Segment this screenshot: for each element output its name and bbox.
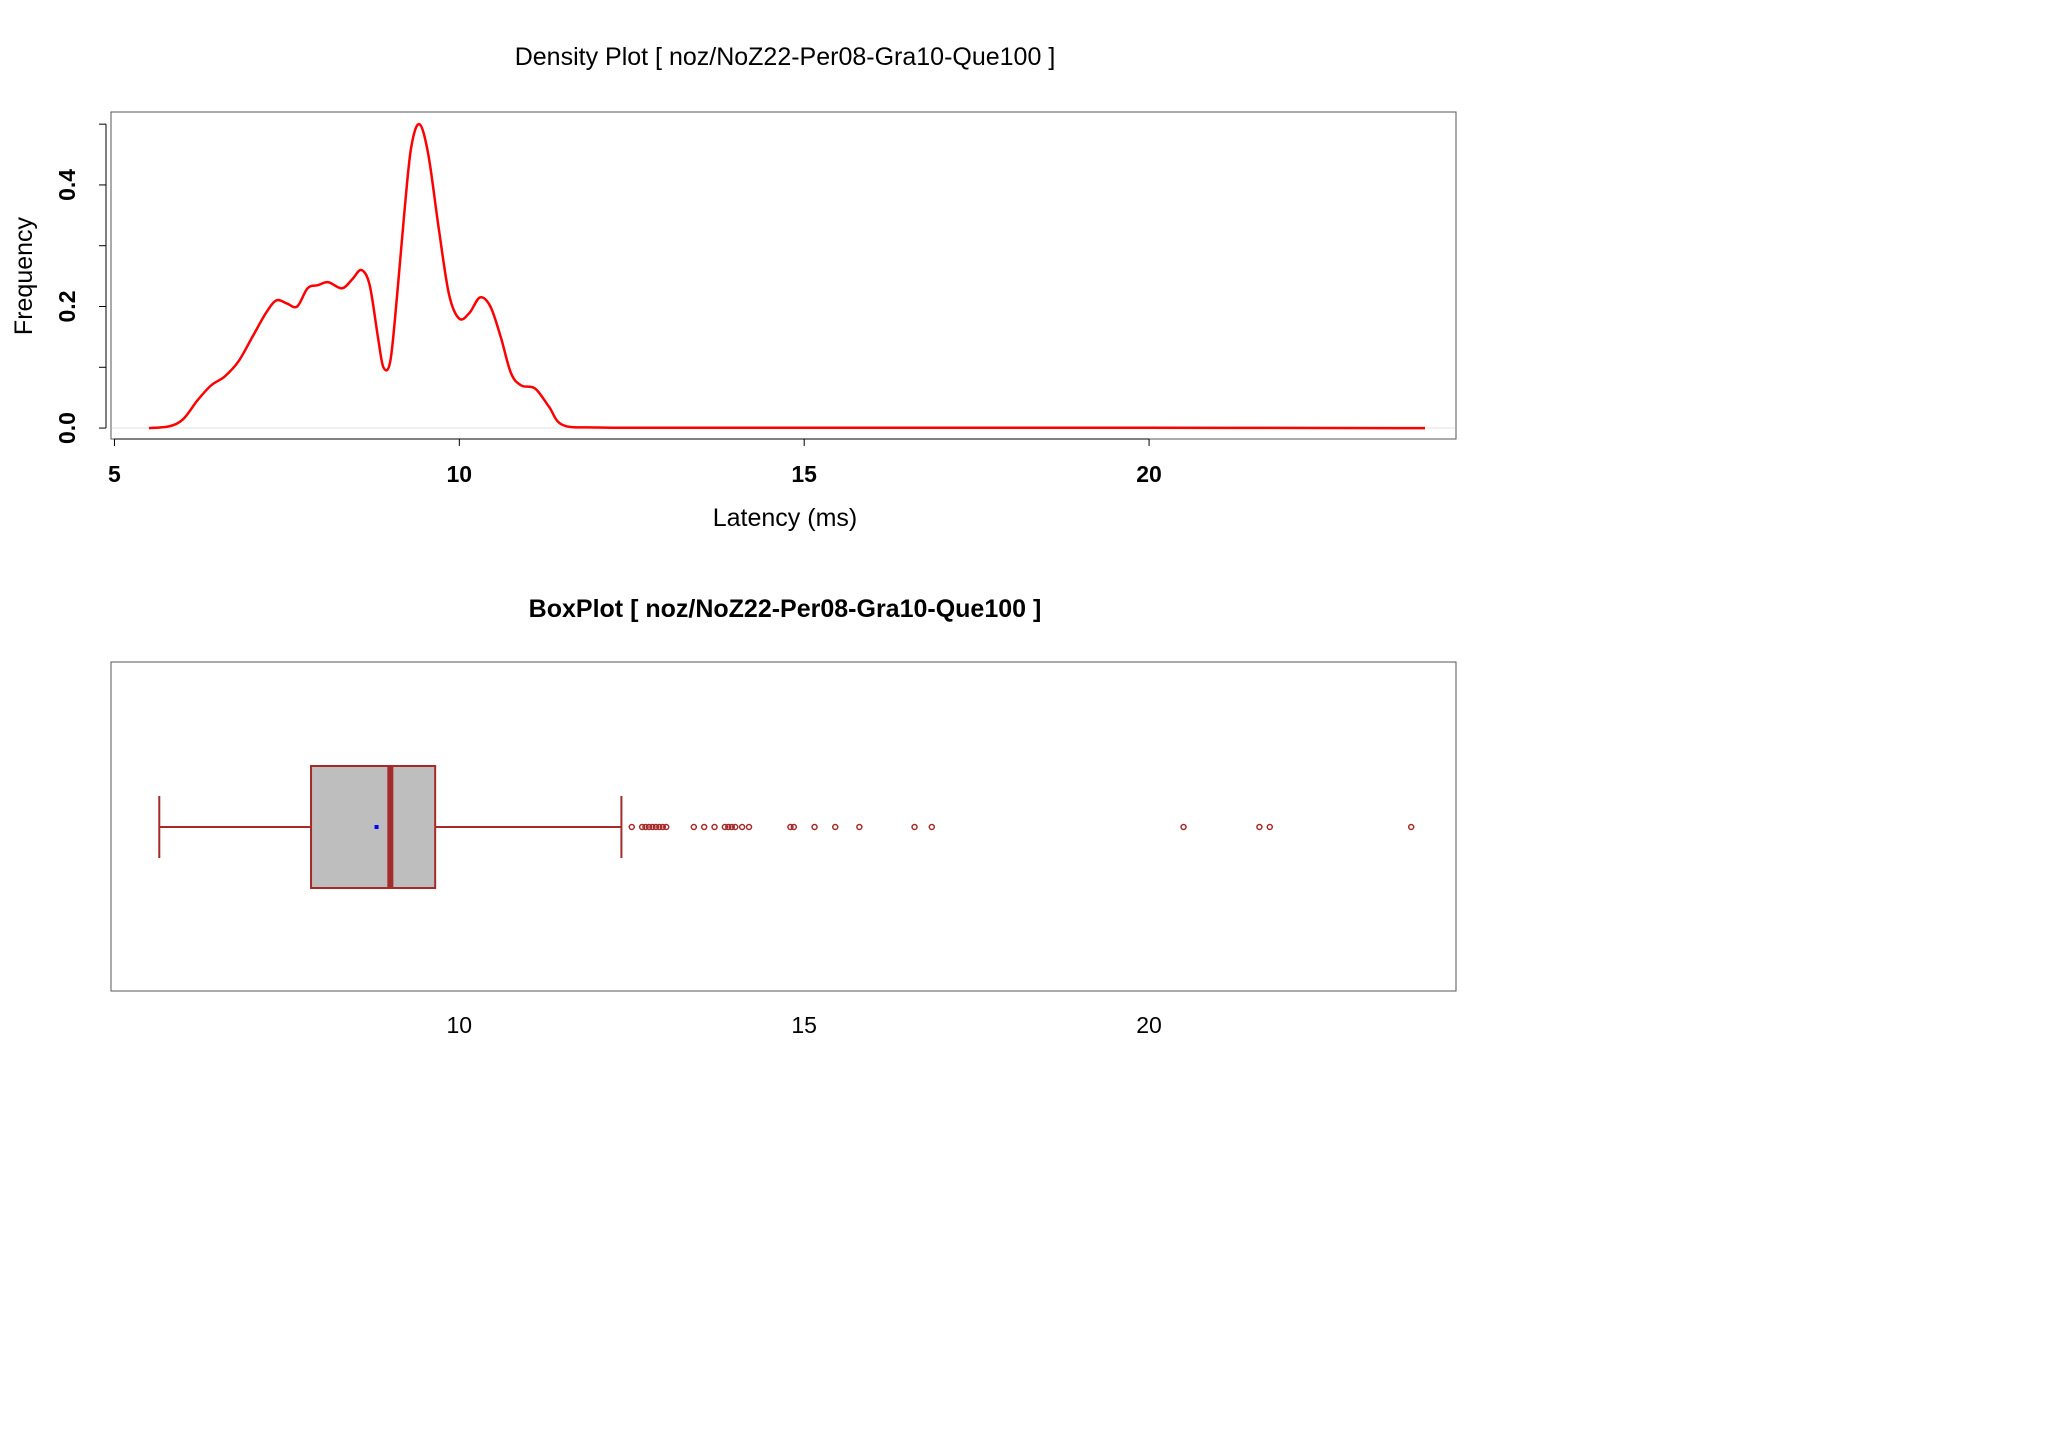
box-x-tick-label: 20 (1136, 1012, 1162, 1038)
outlier-point (928, 823, 936, 831)
outlier-point (787, 823, 794, 831)
outlier-point (659, 823, 667, 831)
density-x-tick-label: 10 (447, 461, 473, 487)
outlier-point (656, 823, 663, 831)
outlier-point (652, 823, 660, 831)
outlier-point (738, 823, 746, 831)
box-plot-frame (110, 661, 1457, 992)
outlier-point (811, 823, 818, 831)
outlier-point (628, 823, 636, 831)
outlier-point (638, 823, 646, 831)
outlier-point (790, 823, 798, 831)
density-x-tick-label: 5 (108, 461, 121, 487)
outlier-point (745, 823, 753, 831)
outlier-point (728, 823, 736, 831)
outlier-point (645, 823, 653, 831)
outlier-point (725, 823, 732, 831)
mean-marker (374, 825, 379, 829)
figure: Density Plot [ noz/NoZ22-Per08-Gra10-Que… (10, 43, 1457, 1038)
outlier-point (642, 823, 649, 831)
outlier-point (649, 823, 656, 831)
box-plot: BoxPlot [ noz/NoZ22-Per08-Gra10-Que100 ]… (110, 595, 1457, 1038)
outlier-point (711, 823, 718, 831)
density-x-axis: 5 10 15 20 (108, 438, 1162, 487)
outlier-point (662, 823, 670, 831)
interquartile-box (310, 765, 437, 889)
density-plot: Density Plot [ noz/NoZ22-Per08-Gra10-Que… (10, 43, 1457, 532)
outlier-point (731, 823, 739, 831)
outlier-point (690, 823, 698, 831)
density-plot-title: Density Plot [ noz/NoZ22-Per08-Gra10-Que… (515, 43, 1056, 71)
box-x-axis: 10 15 20 (447, 1012, 1162, 1038)
outlier-point (831, 823, 839, 831)
outlier-point (1266, 823, 1274, 831)
density-plot-frame (110, 111, 1457, 440)
outlier-point (721, 823, 729, 831)
density-y-axis: 0.0 0.2 0.4 (54, 123, 107, 444)
density-x-tick-label: 15 (791, 461, 817, 487)
outlier-point (1256, 823, 1263, 831)
density-x-axis-title: Latency (ms) (713, 504, 857, 532)
density-x-tick-label: 20 (1136, 461, 1162, 487)
box-plot-title: BoxPlot [ noz/NoZ22-Per08-Gra10-Que100 ] (529, 595, 1042, 623)
density-y-tick-label: 0.0 (54, 412, 80, 444)
density-y-tick-label: 0.4 (54, 169, 80, 201)
density-y-axis-title: Frequency (10, 216, 38, 335)
outlier-point (700, 823, 708, 831)
outlier-point (1407, 823, 1415, 831)
density-y-tick-label: 0.2 (54, 291, 80, 323)
outlier-point (1180, 823, 1187, 831)
box-x-tick-label: 15 (791, 1012, 817, 1038)
box-x-tick-label: 10 (447, 1012, 473, 1038)
outlier-point (856, 823, 863, 831)
outlier-point (911, 823, 918, 831)
density-series-line (148, 122, 1426, 430)
box-elements (158, 765, 1415, 889)
